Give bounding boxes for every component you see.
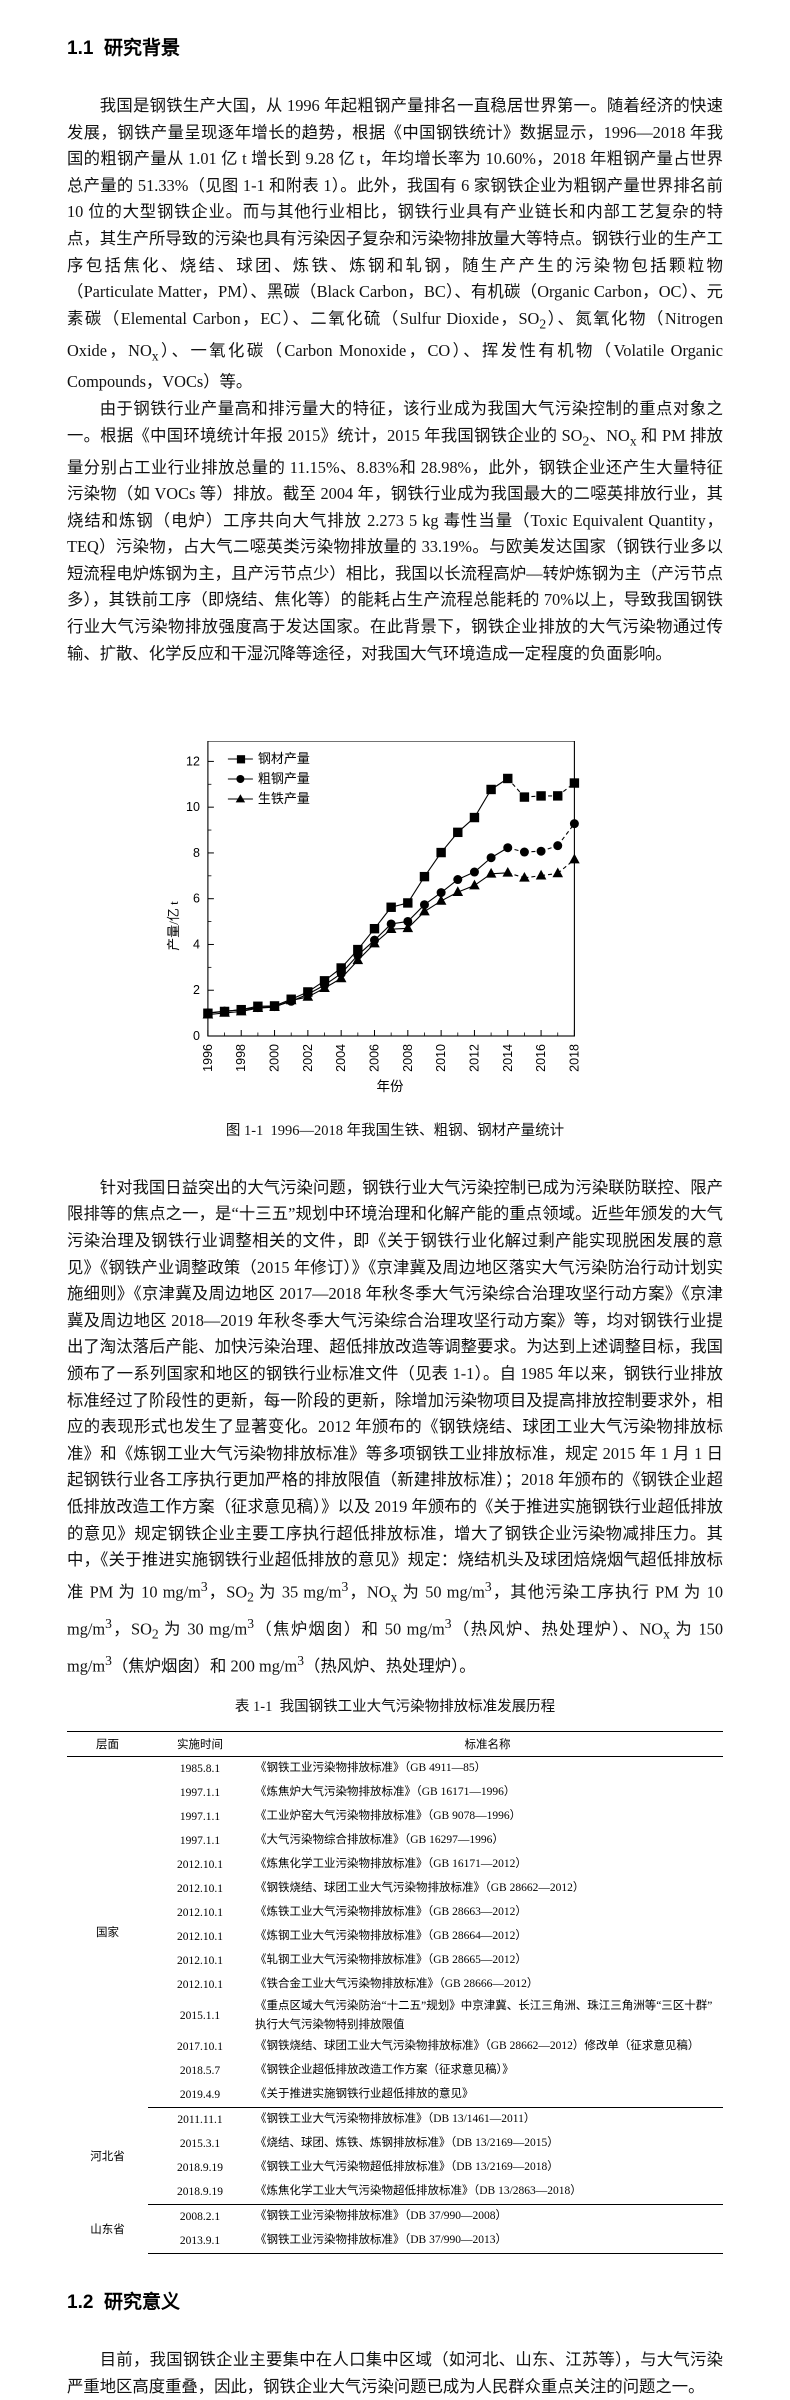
svg-text:2000: 2000 — [268, 1044, 282, 1072]
svg-text:产量/亿 t: 产量/亿 t — [166, 901, 181, 951]
svg-text:2: 2 — [193, 983, 200, 997]
svg-text:2004: 2004 — [334, 1044, 348, 1072]
svg-text:生铁产量: 生铁产量 — [258, 791, 310, 806]
svg-text:2010: 2010 — [434, 1044, 448, 1072]
svg-text:2016: 2016 — [534, 1044, 548, 1072]
svg-text:8: 8 — [193, 846, 200, 860]
svg-text:2018: 2018 — [567, 1044, 581, 1072]
svg-text:2012: 2012 — [467, 1044, 481, 1072]
svg-text:粗钢产量: 粗钢产量 — [258, 771, 310, 786]
svg-text:钢材产量: 钢材产量 — [258, 751, 310, 766]
svg-text:10: 10 — [186, 800, 200, 814]
svg-text:0: 0 — [193, 1029, 200, 1043]
svg-text:12: 12 — [186, 755, 200, 769]
svg-text:2014: 2014 — [501, 1044, 515, 1072]
svg-text:2008: 2008 — [401, 1044, 415, 1072]
svg-text:6: 6 — [193, 892, 200, 906]
svg-text:1998: 1998 — [234, 1044, 248, 1072]
svg-text:1996: 1996 — [201, 1044, 215, 1072]
svg-text:2002: 2002 — [301, 1044, 315, 1072]
svg-text:2006: 2006 — [367, 1044, 381, 1072]
svg-text:年份: 年份 — [377, 1079, 404, 1094]
svg-text:4: 4 — [193, 938, 200, 952]
